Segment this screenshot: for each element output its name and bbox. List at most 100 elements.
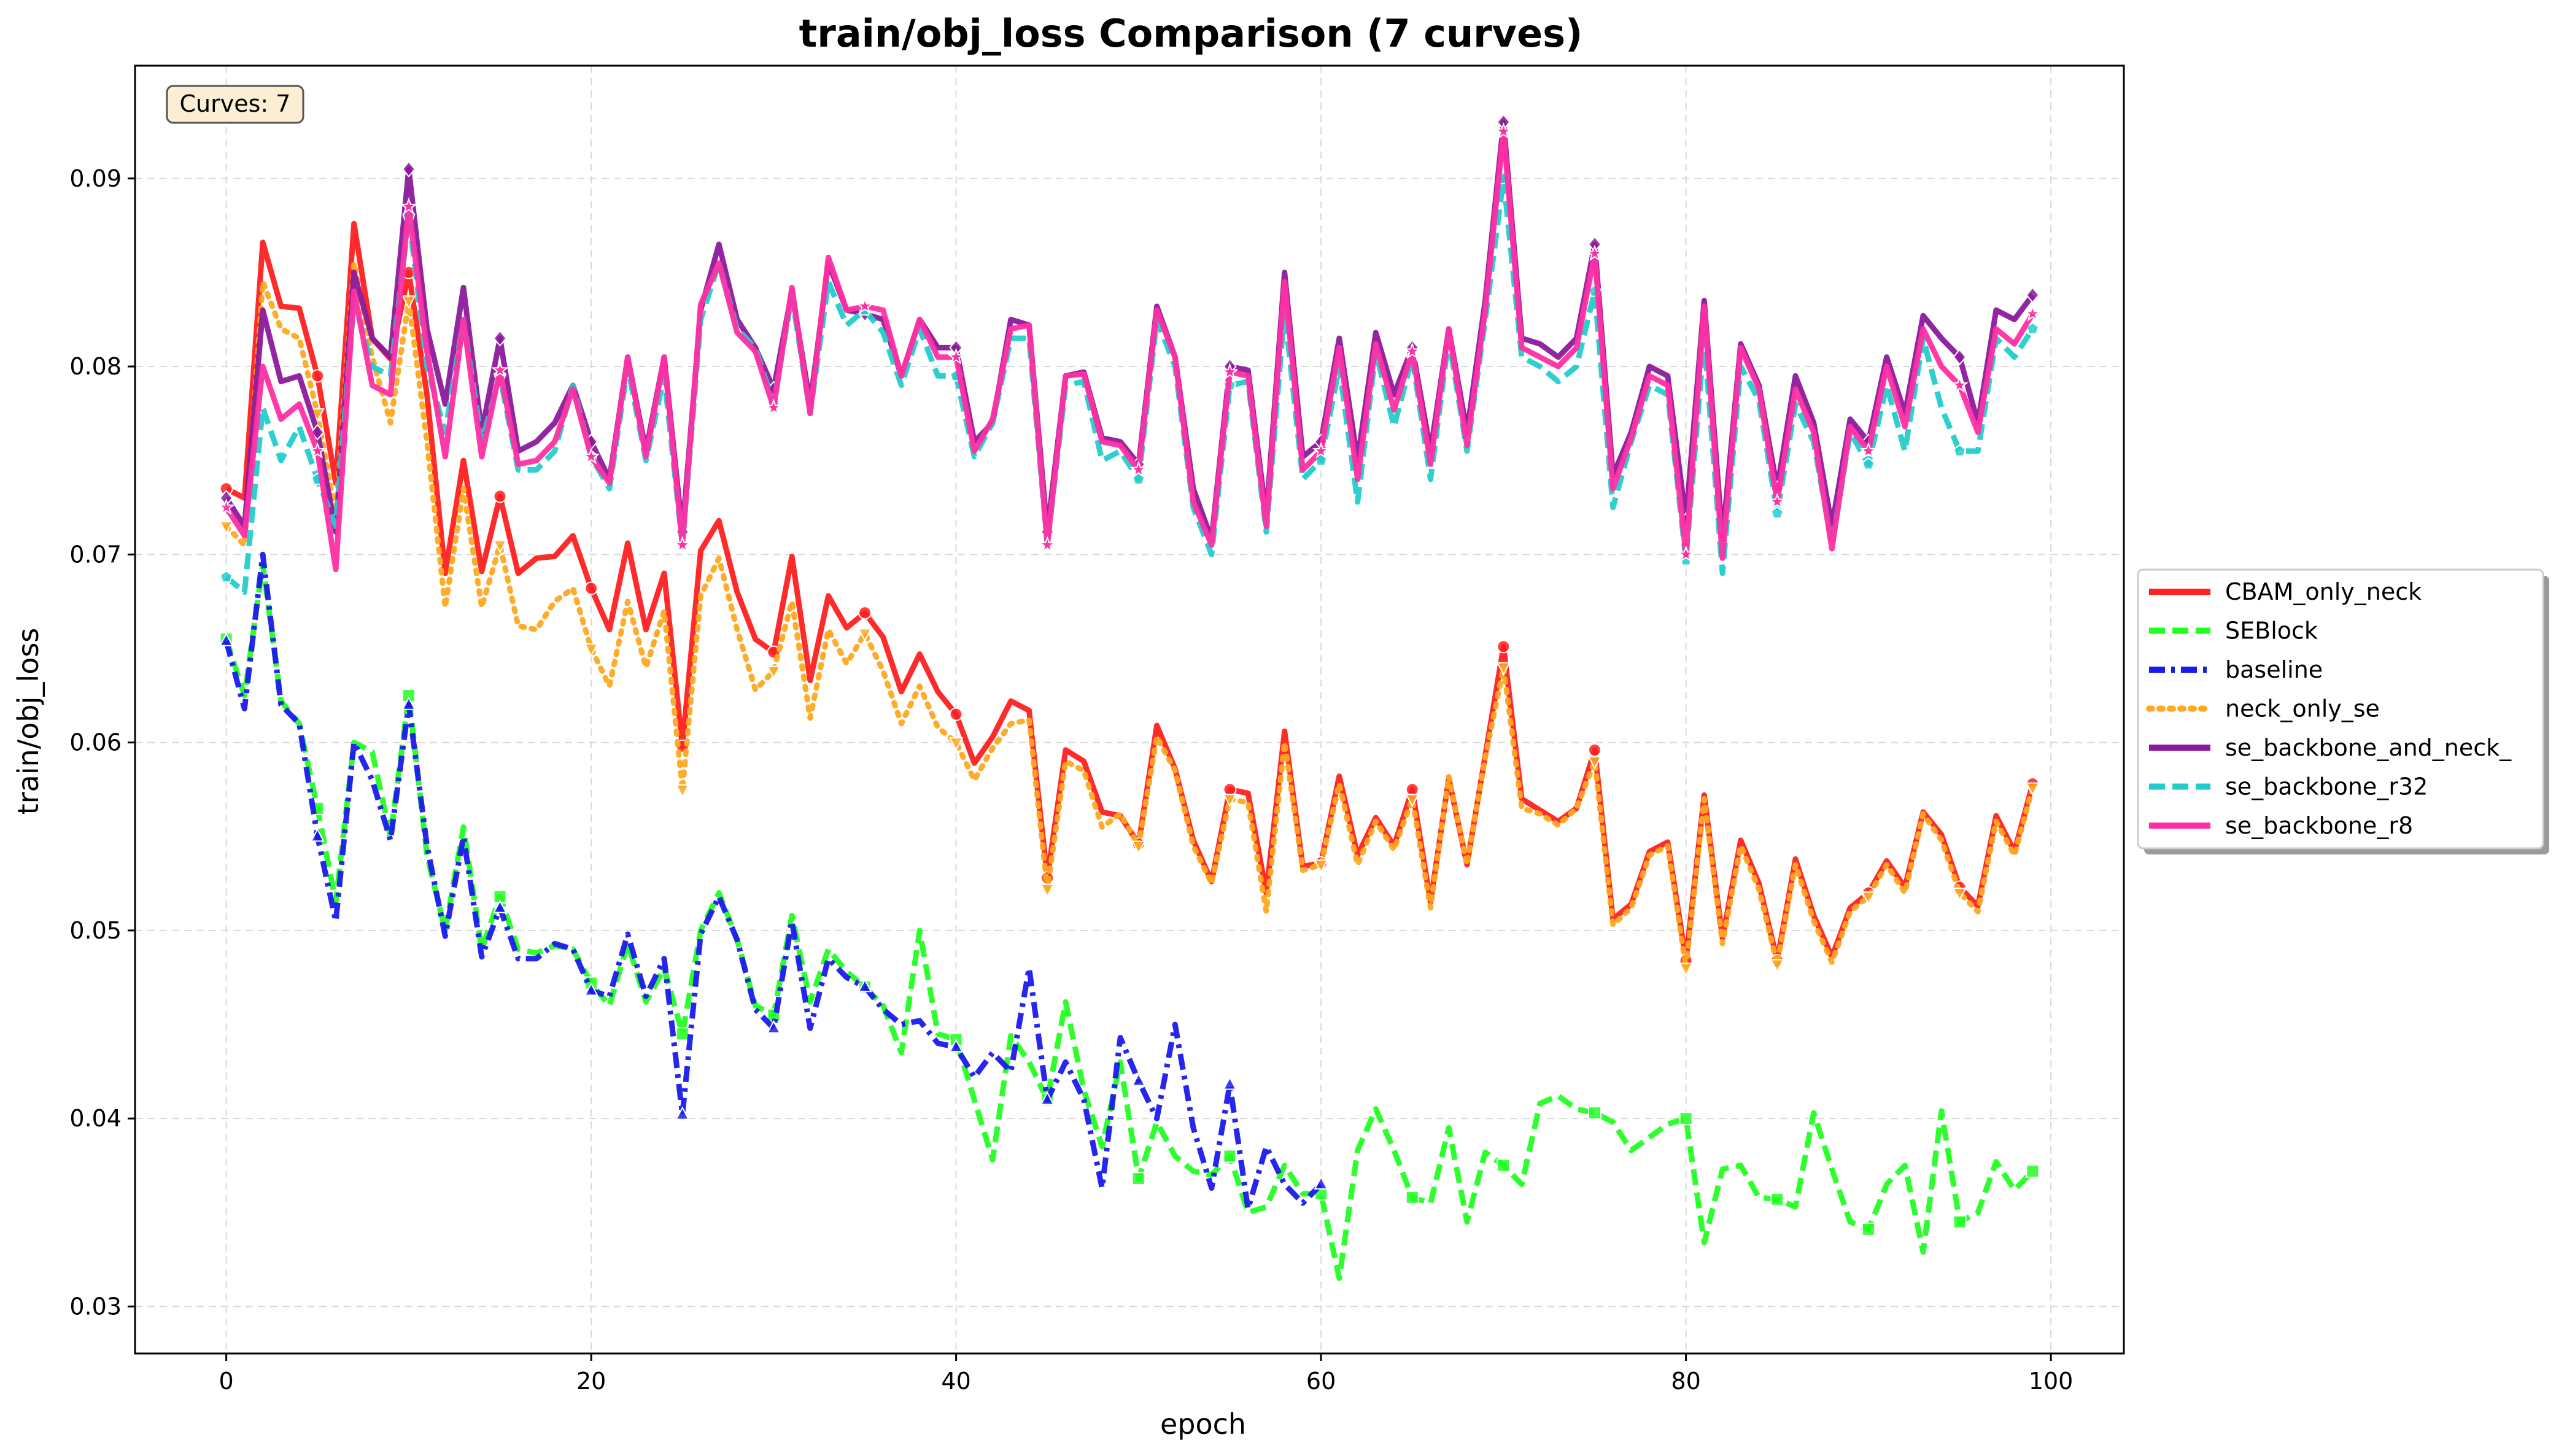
series-point: [401, 295, 416, 309]
series-point: [1496, 662, 1511, 676]
y-tick-label: 0.03: [69, 1293, 122, 1320]
legend-entry-label: se_backbone_r8: [2225, 812, 2413, 839]
y-tick-label: 0.04: [69, 1105, 122, 1132]
x-tick-label: 20: [576, 1368, 606, 1395]
y-tick-label: 0.05: [69, 917, 122, 944]
y-tick-label: 0.09: [69, 165, 122, 192]
series-line-se_backbone_r32: [224, 176, 2035, 595]
series-point: [401, 696, 416, 710]
series-point: [1768, 492, 1786, 509]
series-point: [1131, 1172, 1145, 1186]
series-point: [1770, 959, 1784, 973]
series-point: [1862, 457, 1875, 470]
series-point: [401, 160, 416, 178]
series-point: [1586, 244, 1604, 261]
series-point: [1770, 1192, 1784, 1206]
series-point: [219, 521, 234, 535]
x-tick-label: 80: [1671, 1368, 1700, 1395]
curves-count-annotation: Curves: 7: [166, 85, 304, 124]
series-point: [1405, 1190, 1419, 1204]
series-point: [947, 347, 965, 365]
series-point: [1859, 442, 1878, 459]
series-point: [673, 536, 691, 553]
series-line-se_backbone_r8: [223, 128, 2035, 573]
series-point: [1131, 1072, 1146, 1086]
series-point: [765, 398, 783, 416]
series-point: [1953, 1215, 1967, 1229]
series-point: [310, 828, 325, 842]
series-point: [948, 1039, 964, 1053]
x-tick-label: 60: [1306, 1368, 1336, 1395]
series-point: [2026, 1164, 2040, 1178]
series-point: [1587, 743, 1601, 757]
series-point: [1587, 756, 1602, 770]
series-point: [1953, 349, 1967, 366]
series-point: [584, 643, 598, 657]
grid-layer: [135, 66, 2124, 1353]
series-point: [492, 540, 508, 554]
legend-box: [2137, 568, 2544, 850]
series-point: [1222, 794, 1237, 808]
series-point: [675, 784, 690, 798]
series-point: [1129, 460, 1148, 478]
series-point: [1040, 1091, 1055, 1105]
curves-count-text: Curves: 7: [180, 90, 291, 117]
series-point: [1405, 794, 1420, 808]
x-tick-label: 100: [2029, 1368, 2074, 1395]
series-point: [400, 197, 418, 214]
series-line-neck_only_se: [223, 260, 2035, 971]
series-baseline: [219, 551, 1328, 1212]
tick-layer: 0 20 40 60 80 100 0.03 0.04 0.05 0.06 0.07 0.08 0.09: [69, 165, 2073, 1395]
chart-title: train/obj_loss Comparison (7 curves): [799, 11, 1583, 56]
series-point: [1131, 840, 1146, 854]
series-point: [2026, 287, 2040, 304]
series-point: [2024, 304, 2042, 322]
series-point: [493, 489, 507, 503]
series-point: [858, 628, 872, 642]
series-point: [582, 447, 600, 465]
series-point: [217, 498, 235, 515]
series-layer: [217, 114, 2042, 1281]
x-tick-label: 0: [219, 1368, 234, 1395]
legend-entry-label: baseline: [2225, 656, 2323, 683]
y-tick-label: 0.07: [69, 541, 122, 568]
series-point: [1677, 545, 1695, 562]
series-point: [1039, 536, 1056, 553]
series-point: [1223, 1149, 1237, 1163]
series-point: [1221, 363, 1239, 380]
series-point: [856, 297, 874, 314]
y-tick-label: 0.08: [69, 353, 122, 380]
series-point: [1312, 441, 1330, 459]
series-point: [1770, 506, 1784, 519]
series-point: [1040, 884, 1055, 898]
series-point: [219, 570, 233, 583]
series-point: [675, 1027, 689, 1041]
legend-entry-label: neck_only_se: [2225, 695, 2380, 722]
series-point: [1952, 888, 1967, 902]
series-point: [1495, 122, 1512, 139]
series-point: [1679, 1112, 1693, 1126]
series-se_backbone_r8: [217, 122, 2042, 573]
series-point: [584, 581, 598, 595]
series-point: [309, 442, 327, 459]
series-point: [491, 361, 509, 378]
legend-entry-label: SEBlock: [2225, 618, 2318, 645]
series-point: [1314, 859, 1328, 873]
series-point: [311, 369, 325, 383]
series-point: [858, 978, 872, 993]
series-point: [1314, 1175, 1328, 1190]
series-point: [1403, 342, 1421, 359]
series-point: [219, 632, 234, 646]
x-tick-label: 40: [941, 1368, 970, 1395]
series-neck_only_se: [219, 260, 2040, 977]
series-line-SEBlock: [223, 561, 2035, 1281]
series-point: [492, 899, 508, 913]
x-axis-label: epoch: [1160, 1408, 1246, 1441]
series-point: [675, 1106, 690, 1120]
legend-entry-label: se_backbone_r32: [2225, 773, 2428, 800]
series-point: [1861, 891, 1876, 905]
series-point: [948, 737, 964, 751]
series-point: [493, 330, 507, 347]
y-tick-label: 0.06: [69, 729, 122, 756]
